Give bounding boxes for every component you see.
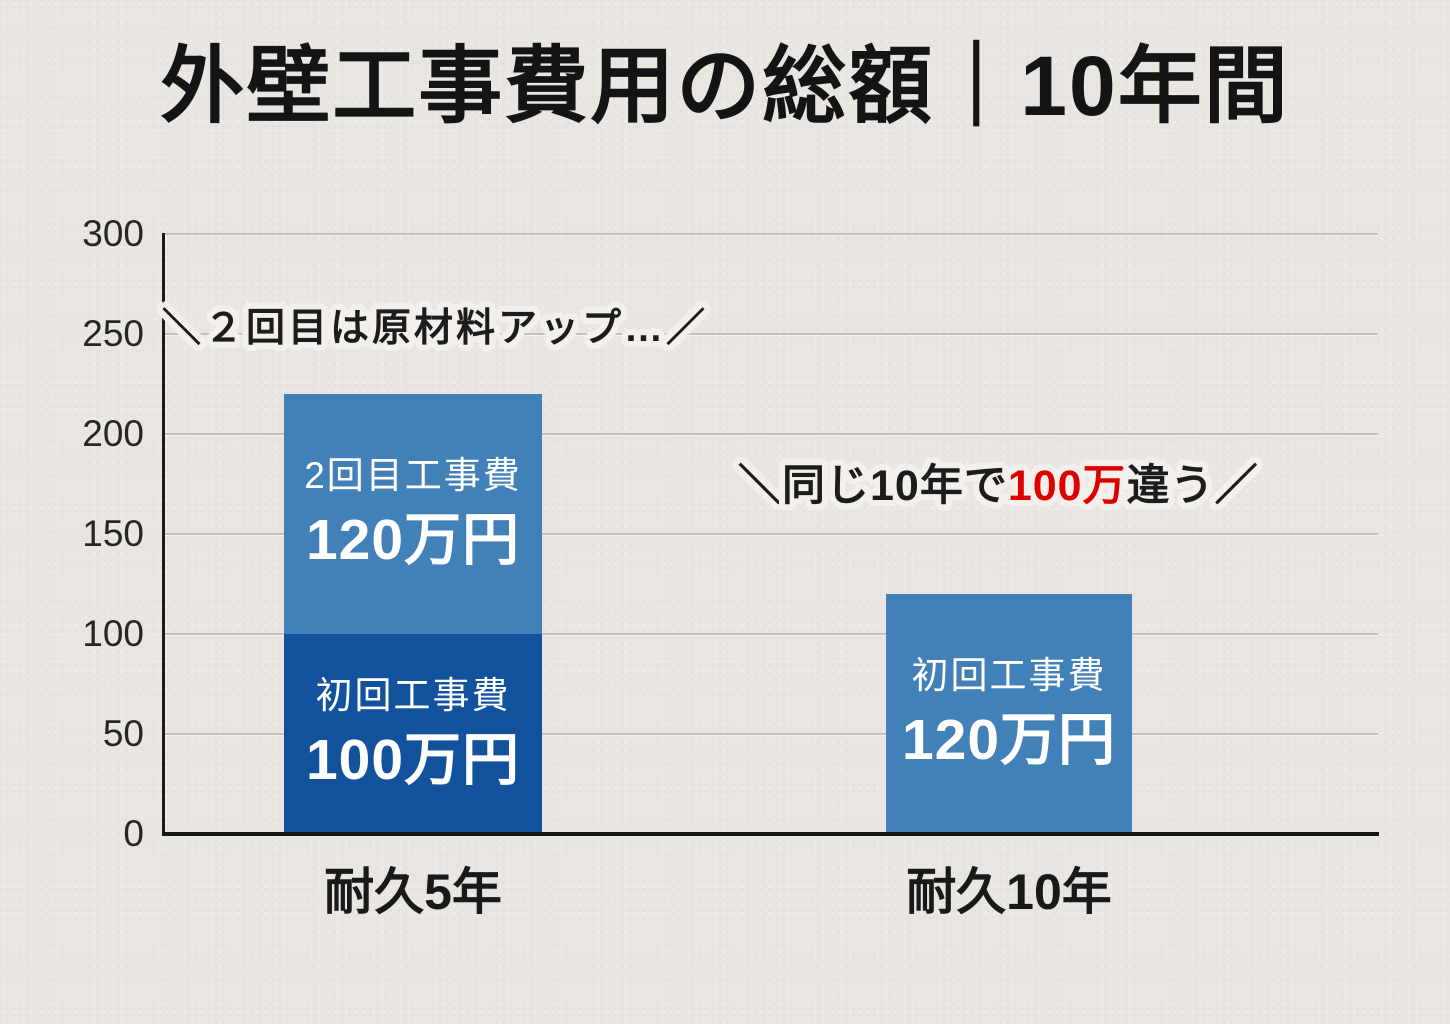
stacked-bar-durability-5y: 2回目工事費 120万円 初回工事費 100万円 — [284, 394, 542, 834]
x-tick-label-durability-10y: 耐久10年 — [906, 864, 1112, 920]
page-title: 外壁工事費用の総額｜10年間 — [160, 39, 1290, 133]
y-tick-label-150: 150 — [82, 513, 144, 554]
annotation-text-after: 違う — [1126, 462, 1215, 510]
segment-second-construction-cost: 2回目工事費 120万円 — [284, 394, 542, 634]
gridline-150 — [163, 533, 1378, 535]
y-tick-label-200: 200 — [82, 413, 144, 454]
annotation-right-slash: ／ — [666, 307, 709, 350]
gridline-200 — [163, 433, 1378, 435]
bar-durability-10y: 初回工事費 120万円 — [886, 594, 1132, 834]
gridline-250 — [163, 333, 1378, 335]
y-tick-label-250: 250 — [82, 313, 144, 354]
gridline-50 — [163, 733, 1378, 735]
annotation-second-time-materials-up: ＼２回目は原材料アップ…／ — [162, 302, 705, 356]
x-axis-line — [162, 832, 1379, 836]
x-tick-label-durability-5y: 耐久5年 — [324, 864, 502, 920]
segment-value-label: 120万円 — [901, 708, 1117, 772]
annotation-text: ２回目は原材料アップ… — [204, 307, 667, 350]
segment-name-label: 初回工事費 — [315, 675, 511, 717]
gridline-300 — [163, 233, 1378, 235]
y-tick-label-300: 300 — [82, 213, 144, 254]
annotation-left-slash: ＼ — [162, 307, 205, 350]
segment-value-label: 120万円 — [305, 508, 521, 572]
segment-name-label: 初回工事費 — [911, 655, 1107, 697]
gridline-100 — [163, 633, 1378, 635]
segment-name-label: 2回目工事費 — [304, 455, 522, 497]
segment-first-construction-cost: 初回工事費 120万円 — [886, 594, 1132, 834]
segment-value-label: 100万円 — [305, 728, 521, 792]
annotation-text-before: 同じ10年で — [782, 462, 1008, 510]
annotation-highlight-amount: 100万 — [1007, 462, 1127, 510]
annotation-left-slash: ＼ — [738, 462, 782, 510]
annotation-100man-difference: ＼同じ10年で100万違う／ — [738, 456, 1258, 516]
annotation-right-slash: ／ — [1214, 462, 1259, 510]
chart-plot-area: 2回目工事費 120万円 初回工事費 100万円 初回工事費 120万円 — [162, 233, 1379, 836]
y-tick-label-100: 100 — [82, 613, 144, 654]
y-tick-label-50: 50 — [102, 713, 144, 754]
y-axis-line — [162, 233, 165, 835]
segment-first-construction-cost: 初回工事費 100万円 — [284, 634, 542, 834]
y-tick-label-0: 0 — [123, 813, 144, 854]
